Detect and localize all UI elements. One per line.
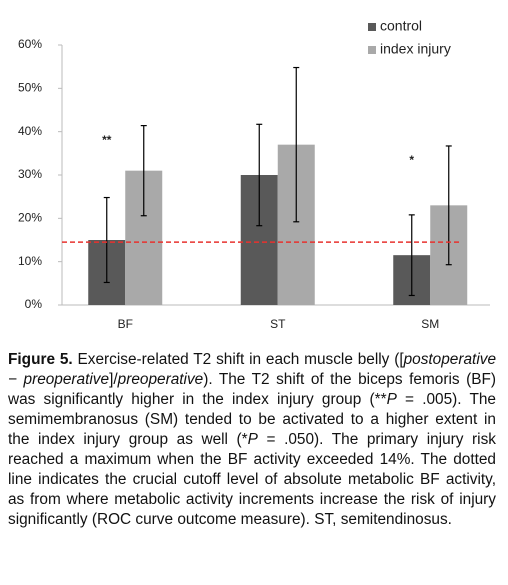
y-tick-label: 30% [18, 167, 42, 181]
y-tick-label: 50% [18, 81, 42, 95]
error-bar [140, 124, 147, 217]
error-bar [103, 196, 110, 284]
legend-label: control [380, 18, 422, 34]
error-bar [256, 123, 263, 227]
x-tick-label: ST [270, 317, 286, 331]
y-tick-label: 20% [18, 211, 42, 225]
legend-swatch [368, 23, 376, 31]
legend-swatch [368, 46, 376, 54]
x-tick-label: SM [421, 317, 439, 331]
legend-label: index injury [380, 41, 451, 57]
y-tick-label: 10% [18, 254, 42, 268]
caption-text: ). The T2 shift of the biceps femoris (B… [8, 371, 496, 408]
caption-text: preoperative [117, 371, 204, 388]
caption-text: postoperative − preoperative [8, 351, 496, 388]
chart: 0%10%20%30%40%50%60%BF ST SM***controlinde… [18, 18, 490, 331]
caption-text: P [386, 391, 397, 408]
y-tick-label: 0% [25, 297, 43, 311]
error-bar [445, 145, 452, 266]
caption-text: = .050). The primary injury risk reached… [8, 431, 496, 528]
error-bar [293, 66, 300, 223]
annotation: * [409, 153, 414, 167]
caption-text: P [247, 431, 258, 448]
y-tick-label: 40% [18, 124, 42, 138]
y-tick-label: 60% [18, 37, 42, 51]
annotation: ** [102, 133, 112, 147]
caption-text: = .005). The semimembranosus (SM) tended… [8, 391, 496, 448]
caption-text: ]/ [109, 371, 118, 388]
caption: Figure 5. Exercise-related T2 shift in e… [8, 350, 496, 530]
caption-label: Figure 5. [8, 351, 73, 368]
x-tick-label: BF [118, 317, 133, 331]
caption-text: Exercise-related T2 shift in each muscle… [72, 351, 404, 368]
error-bar [408, 214, 415, 297]
